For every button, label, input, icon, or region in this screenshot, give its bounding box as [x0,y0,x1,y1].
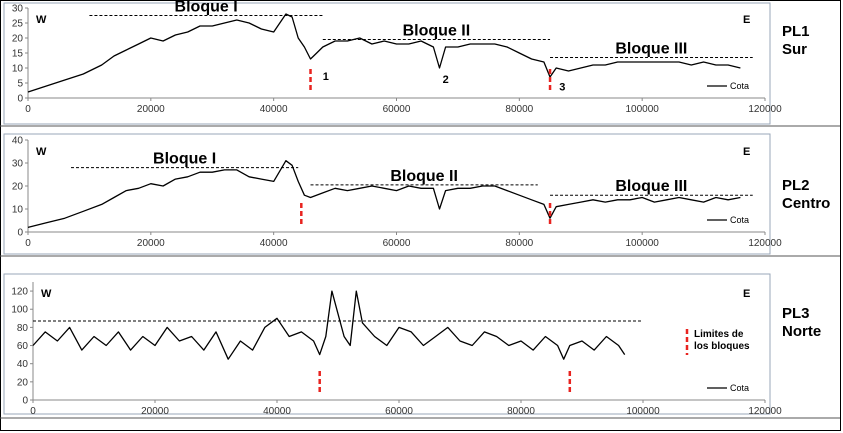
east-label: E [743,288,750,300]
x-tick-label: 100000 [625,238,659,249]
legend-label: Cota [730,383,749,393]
y-tick-label: 20 [17,377,29,388]
panel-title: Centro [782,195,830,212]
panel-title: PL1 [782,23,810,40]
y-tick-label: 40 [17,359,29,370]
chart-panel-3 [0,273,840,419]
x-tick-label: 120000 [748,104,782,115]
x-tick-label: 80000 [505,104,533,115]
block-label: Bloque II [390,168,458,185]
block-label: Bloque III [615,178,687,195]
x-tick-label: 20000 [137,104,165,115]
west-label: W [36,14,47,26]
chart-panel-2 [0,133,840,257]
y-tick-label: 25 [12,19,24,30]
x-tick-label: 40000 [263,406,291,417]
panel-frame [3,133,771,255]
y-tick-label: 0 [17,94,23,105]
x-tick-label: 120000 [748,238,782,249]
series-line-cota [27,160,741,229]
boundary-number: 3 [559,82,565,94]
x-tick-label: 60000 [385,406,413,417]
panel-frame [3,2,771,125]
block-label: Bloque I [153,151,216,168]
block-label: Bloque II [403,23,471,40]
west-label: W [41,288,52,300]
legend-boundary-label: los bloques [694,341,750,352]
y-tick-label: 15 [12,49,24,60]
panel-title: PL2 [782,177,810,194]
y-tick-label: 100 [11,305,28,316]
x-tick-label: 40000 [260,238,288,249]
panel-frame [3,273,771,415]
x-tick-label: 60000 [383,238,411,249]
y-tick-label: 30 [12,4,24,15]
legend-label: Cota [730,81,749,91]
x-tick-label: 120000 [748,406,782,417]
y-tick-label: 30 [12,159,24,170]
y-tick-label: 0 [17,228,23,239]
x-tick-label: 0 [30,406,36,417]
east-label: E [743,146,750,158]
boundary-number: 2 [443,74,449,86]
panel-title: PL3 [782,305,810,322]
y-tick-label: 10 [12,205,24,216]
y-tick-label: 120 [11,287,28,298]
x-tick-label: 20000 [141,406,169,417]
block-label: Bloque I [175,0,238,16]
y-tick-label: 0 [22,396,28,407]
y-tick-label: 20 [12,34,24,45]
x-tick-label: 0 [25,238,31,249]
panel-title: Norte [782,323,821,340]
y-tick-label: 40 [12,136,24,147]
y-tick-label: 80 [17,323,29,334]
x-tick-label: 100000 [625,104,659,115]
x-tick-label: 60000 [383,104,411,115]
x-tick-label: 100000 [626,406,660,417]
boundary-number: 1 [323,71,329,83]
panel-title: Sur [782,41,807,58]
block-label: Bloque III [615,41,687,58]
x-tick-label: 40000 [260,104,288,115]
y-tick-label: 10 [12,64,24,75]
east-label: E [743,14,750,26]
legend-boundary-label: Limites de [694,329,744,340]
x-tick-label: 80000 [507,406,535,417]
series-line-cota [32,290,626,360]
west-label: W [36,146,47,158]
x-tick-label: 0 [25,104,31,115]
legend-label: Cota [730,215,749,225]
x-tick-label: 20000 [137,238,165,249]
series-line-cota [27,13,741,93]
y-tick-label: 60 [17,341,29,352]
y-tick-label: 20 [12,182,24,193]
x-tick-label: 80000 [505,238,533,249]
y-tick-label: 5 [17,79,23,90]
chart-panel-1 [0,2,840,127]
